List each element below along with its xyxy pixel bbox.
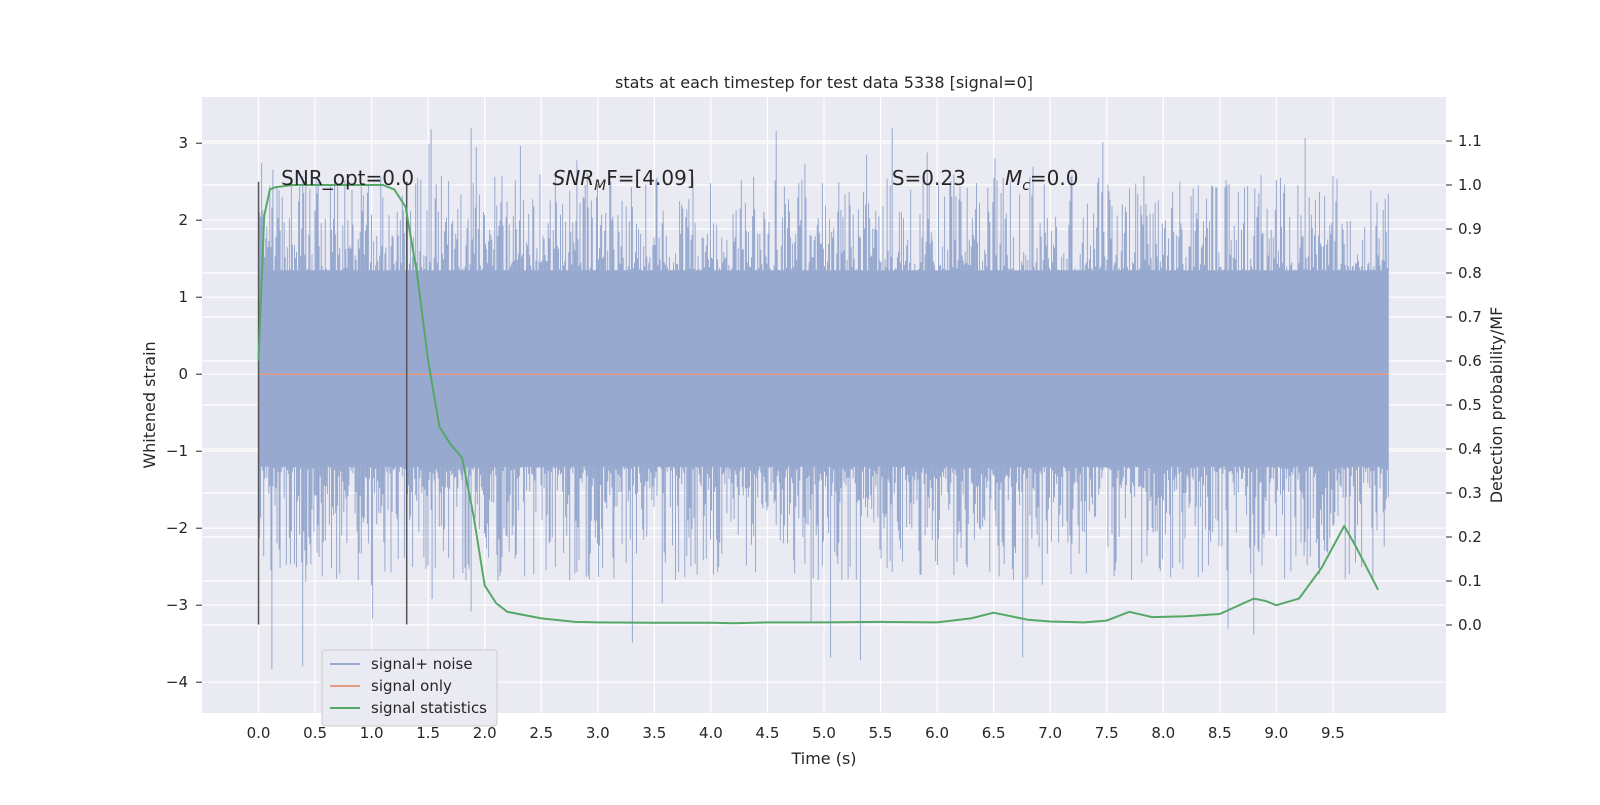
legend-box xyxy=(321,649,498,727)
legend-label-signal-statistics: signal statistics xyxy=(371,699,487,717)
legend-label-signal-noise: signal+ noise xyxy=(371,655,473,673)
y-tick-label-left-1: 2 xyxy=(178,211,188,229)
y-tick-labels-left: 3 2 1 0 −1 −2 −3 −4 xyxy=(166,134,202,691)
y-tick-label-right-3: 0.8 xyxy=(1458,264,1482,282)
x-tick-label-1: 0.5 xyxy=(303,724,327,742)
x-tick-label-16: 8.0 xyxy=(1151,724,1175,742)
y-tick-label-right-4: 0.7 xyxy=(1458,308,1482,326)
y-axis-label-left: Whitened strain xyxy=(140,341,159,468)
x-tick-label-15: 7.5 xyxy=(1095,724,1119,742)
y-tick-label-right-1: 1.0 xyxy=(1458,176,1482,194)
x-tick-label-2: 1.0 xyxy=(360,724,384,742)
x-tick-label-4: 2.0 xyxy=(473,724,497,742)
annotation-3: Mc=0.0 xyxy=(1005,166,1079,194)
y-tick-label-left-0: 3 xyxy=(178,134,188,152)
y-axis-label-right: Detection probability/MF xyxy=(1487,307,1506,504)
x-tick-label-3: 1.5 xyxy=(416,724,440,742)
annotation-1: SNRMF=[4.09] xyxy=(553,166,695,194)
y-tick-label-right-0: 1.1 xyxy=(1458,132,1482,150)
x-tick-label-9: 4.5 xyxy=(756,724,780,742)
annotations: SNR_opt=0.0 SNRMF=[4.09] S=0.23 Mc=0.0 xyxy=(281,166,1078,194)
x-tick-label-17: 8.5 xyxy=(1208,724,1232,742)
y-tick-label-left-3: 0 xyxy=(178,365,188,383)
y-tick-label-left-5: −2 xyxy=(166,519,188,537)
x-tick-label-10: 5.0 xyxy=(812,724,836,742)
vertical-markers xyxy=(257,181,408,625)
series-signal-statistics xyxy=(257,184,1379,625)
y-tick-label-left-6: −3 xyxy=(166,596,188,614)
legend: signal+ noise signal only signal statist… xyxy=(321,649,498,727)
x-tick-label-7: 3.5 xyxy=(642,724,666,742)
x-tick-label-14: 7.0 xyxy=(1038,724,1062,742)
x-tick-labels: 0.0 0.5 1.0 1.5 2.0 2.5 3.0 3.5 4.0 4.5 5.0 5.5 6.0 6… xyxy=(247,724,1345,742)
annotation-2: S=0.23 xyxy=(892,166,966,190)
x-tick-label-12: 6.0 xyxy=(925,724,949,742)
y-tick-label-right-8: 0.3 xyxy=(1458,484,1482,502)
x-axis-label: Time (s) xyxy=(790,749,856,768)
y-tick-labels-right: 1.1 1.0 0.9 0.8 0.7 0.6 0.5 0.4 0.3 0.2 0.1 0.0 xyxy=(1446,132,1482,634)
x-tick-label-8: 4.0 xyxy=(699,724,723,742)
y-tick-label-right-6: 0.5 xyxy=(1458,396,1482,414)
chart-title: stats at each timestep for test data 533… xyxy=(615,73,1033,92)
y-tick-label-right-11: 0.0 xyxy=(1458,616,1482,634)
y-tick-label-left-4: −1 xyxy=(166,442,188,460)
x-tick-label-0: 0.0 xyxy=(247,724,271,742)
y-tick-label-right-5: 0.6 xyxy=(1458,352,1482,370)
x-tick-label-5: 2.5 xyxy=(529,724,553,742)
annotation-0: SNR_opt=0.0 xyxy=(281,166,414,190)
series-signal-noise xyxy=(258,128,1389,670)
y-tick-label-right-9: 0.2 xyxy=(1458,528,1482,546)
y-tick-label-left-7: −4 xyxy=(166,673,188,691)
y-tick-label-left-2: 1 xyxy=(178,288,188,306)
x-tick-label-13: 6.5 xyxy=(982,724,1006,742)
y-tick-label-right-10: 0.1 xyxy=(1458,572,1482,590)
x-tick-label-19: 9.5 xyxy=(1321,724,1345,742)
x-tick-label-11: 5.5 xyxy=(869,724,893,742)
legend-label-signal-only: signal only xyxy=(371,677,452,695)
y-tick-label-right-2: 0.9 xyxy=(1458,220,1482,238)
x-tick-label-6: 3.0 xyxy=(586,724,610,742)
y-tick-label-right-7: 0.4 xyxy=(1458,440,1482,458)
x-tick-label-18: 9.0 xyxy=(1264,724,1288,742)
signal-statistics-line xyxy=(257,184,1379,625)
